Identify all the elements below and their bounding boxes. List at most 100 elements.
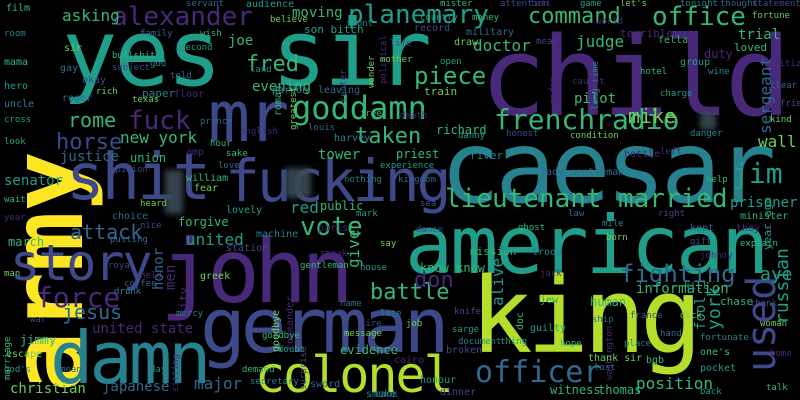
word-small: hand [660,329,682,339]
word-small: believe [270,15,308,25]
word-small: floor [174,89,205,100]
word-officer: officer [475,355,602,390]
word-small: mercy [176,309,204,319]
word-small: help [706,175,728,185]
word-small: harvey [334,133,371,144]
word-small: honour [420,375,457,386]
word-fred: fred [246,52,299,77]
word-small: right [658,209,686,219]
word-small: fortune [752,11,790,21]
word-small: honest [506,129,539,139]
word-small: sitting [171,354,181,392]
word-lieutenant: lieutenant [445,184,602,214]
word-small: cairo [394,355,425,366]
word-small: pocket [700,363,737,374]
word-evidence: evidence [340,343,398,357]
word-jesus: jesus [62,300,123,324]
word-new-york: new york [120,128,198,147]
word-small: law [568,209,585,219]
word-prisoner: prisoner [730,195,798,211]
word-small: they'd [736,223,773,234]
word-small: danger [690,129,723,139]
word-small: late [380,309,402,319]
word-colonel: colonel [255,346,454,400]
word-small: commander [285,295,296,350]
word-small: day [150,365,167,375]
word-small: english [240,127,278,137]
word-taken: taken [355,124,422,149]
censor-blur [700,112,716,130]
word-office: office [652,2,746,32]
word-small: uncle [4,99,35,110]
word-small: let's [620,0,648,9]
word-small: demand [242,365,275,375]
word-fucking: fucking [225,147,451,215]
word-small: france [630,311,663,321]
word-small: william [186,173,229,184]
word-united: united [186,230,244,249]
word-attack: attack [70,220,143,244]
word-small: thing [500,337,528,347]
word-small: family [140,29,173,39]
word-small: minister [740,211,789,222]
word-small: back [700,387,722,397]
word-shit: shit [66,141,211,215]
word-small: money [472,13,500,23]
word-small: condition [570,131,619,141]
word-story: story [10,234,153,292]
word-small: station [226,243,269,254]
word-fuck: fuck [128,106,191,136]
word-small: surprise [299,346,309,390]
word-trial: trial [738,27,781,43]
word-small: statement [752,0,800,9]
word-small: thank sir [588,353,643,364]
word-caesar: caesar [440,109,776,226]
word-small: job [406,319,423,329]
word-small: tell [530,0,552,9]
word-small: citizen [774,59,800,69]
word-small: house [360,263,388,273]
word-small: left [660,147,682,157]
word-small: louis [308,123,336,133]
word-joe: joe [228,33,254,49]
word-child: child [480,13,791,141]
word-aye: aye [760,264,793,285]
word-small: thank [750,299,778,309]
word-small: man [4,269,21,279]
word-horse: horse [56,130,123,155]
word-small: lost [594,363,616,373]
word-mission: mission [470,245,517,258]
word-damn: damn [50,316,211,400]
word-small: record [414,23,451,34]
word-small: draw [454,37,479,48]
word-small: putting [110,235,148,245]
word-evening: evening [252,79,312,95]
word-small: say [380,239,397,249]
word-small: jack [540,269,562,279]
word-small: god [150,59,167,69]
word-small: mama [4,57,29,68]
word-small: hotel [640,67,668,77]
word-small: wine [708,67,730,77]
word-small: wish [200,29,222,39]
word-small: loved [734,41,768,54]
word-fighting: fighting [620,260,736,288]
word-small: mark [356,209,378,219]
word-richard: richard [436,123,487,137]
word-small: sake [226,149,248,159]
word-small: ghost [518,223,546,233]
word-small: message [344,329,382,339]
word-small: danny [458,131,486,141]
word-small: knife [454,307,482,317]
word-german: german [200,281,450,370]
word-small: texas [132,95,160,105]
word-small: dinner [440,387,477,398]
word-small: greek [200,271,231,282]
word-frenchradio: frenchradio [494,103,680,136]
word-small: military [466,27,515,38]
word-small: war [30,315,47,325]
word-thomas: thomas [598,383,642,397]
word-small: secretary [250,377,299,387]
word-small: lady gentleman [540,167,625,178]
